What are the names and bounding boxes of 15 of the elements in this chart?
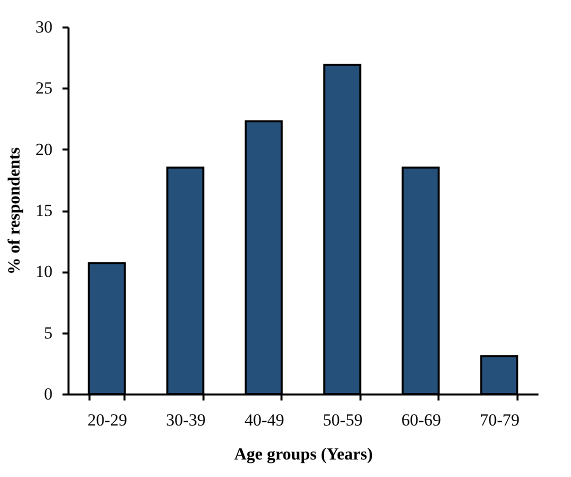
x-tick-label: 20-29 (88, 410, 128, 430)
x-tick-label: 60-69 (401, 410, 442, 430)
x-tick-label: 50-59 (322, 410, 363, 430)
y-axis-title: % of respondents (4, 147, 24, 275)
y-tick-label: 25 (36, 78, 52, 98)
x-axis-title: Age groups (Years) (234, 444, 373, 464)
y-tick-label: 5 (44, 323, 52, 342)
x-tick-label: 30-39 (166, 410, 206, 430)
y-tick-label: 30 (36, 18, 52, 36)
y-tick-label: 0 (44, 384, 52, 404)
x-tick-label: 40-49 (244, 410, 284, 430)
y-tick-label: 10 (36, 262, 52, 282)
x-tick-label: 70-79 (480, 410, 520, 430)
y-tick-label: 20 (36, 140, 52, 159)
y-tick-label: 15 (36, 201, 52, 220)
